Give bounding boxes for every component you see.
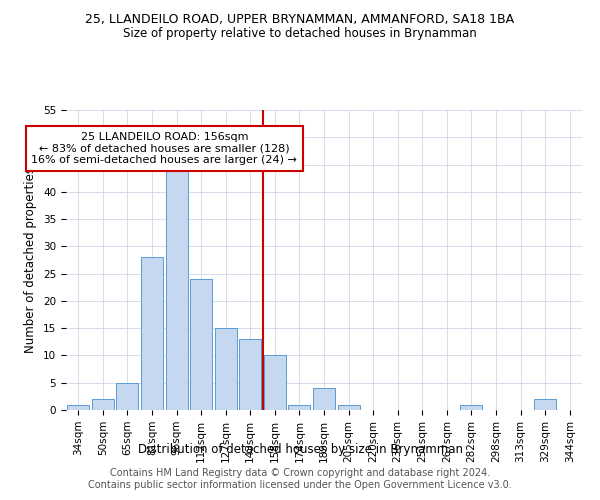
Bar <box>313 388 335 410</box>
Bar <box>92 399 114 410</box>
Bar <box>67 404 89 410</box>
Bar <box>239 339 262 410</box>
Bar <box>460 404 482 410</box>
Text: Distribution of detached houses by size in Brynamman: Distribution of detached houses by size … <box>137 442 463 456</box>
Bar <box>215 328 237 410</box>
Bar <box>338 404 359 410</box>
Bar <box>264 356 286 410</box>
Bar <box>116 382 139 410</box>
Bar <box>190 279 212 410</box>
Bar <box>534 399 556 410</box>
Text: Size of property relative to detached houses in Brynamman: Size of property relative to detached ho… <box>123 28 477 40</box>
Y-axis label: Number of detached properties: Number of detached properties <box>25 167 37 353</box>
Text: Contains HM Land Registry data © Crown copyright and database right 2024.
Contai: Contains HM Land Registry data © Crown c… <box>88 468 512 490</box>
Bar <box>289 404 310 410</box>
Text: 25 LLANDEILO ROAD: 156sqm
← 83% of detached houses are smaller (128)
16% of semi: 25 LLANDEILO ROAD: 156sqm ← 83% of detac… <box>31 132 297 165</box>
Bar <box>166 170 188 410</box>
Bar <box>141 258 163 410</box>
Text: 25, LLANDEILO ROAD, UPPER BRYNAMMAN, AMMANFORD, SA18 1BA: 25, LLANDEILO ROAD, UPPER BRYNAMMAN, AMM… <box>85 12 515 26</box>
